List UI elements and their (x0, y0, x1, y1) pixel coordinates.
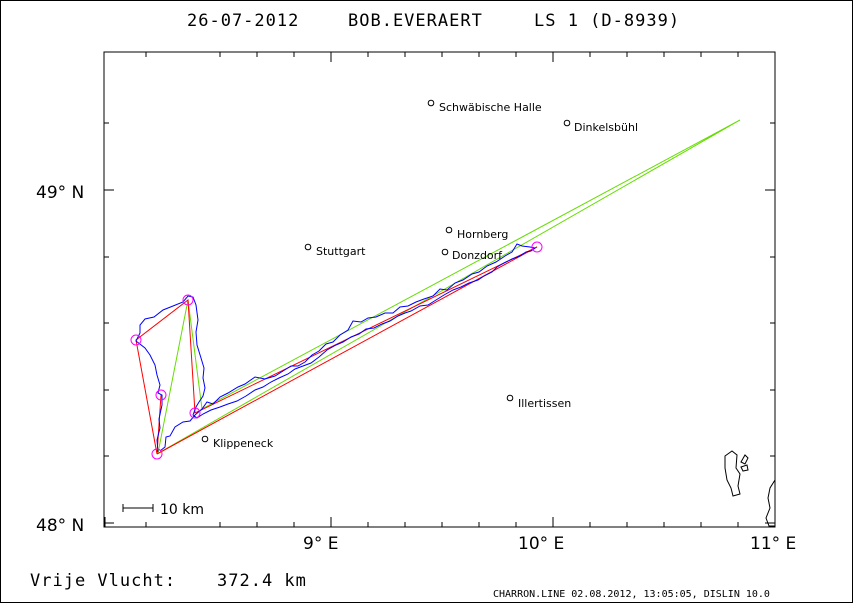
place-markers (201, 99, 571, 443)
place-marker-klippeneck (201, 435, 209, 443)
lon-label-9: 9° E (303, 534, 338, 554)
place-marker-illertissen (506, 394, 514, 402)
lon-label-10: 10° E (518, 534, 564, 554)
optimized-route (157, 119, 741, 454)
credit-line: CHARRON.LINE 02.08.2012, 13:05:05, DISLI… (493, 589, 770, 600)
turnpoint-1 (151, 448, 163, 460)
distance-value: 372.4 km (217, 571, 307, 591)
turnpoint-2 (130, 334, 142, 346)
distance-label: Vrije Vlucht: (30, 571, 176, 591)
turnpoints (130, 241, 543, 460)
scale-bar (122, 504, 154, 512)
turnpoint-5 (189, 407, 201, 419)
scale-label: 10 km (160, 502, 204, 518)
glider-id: LS 1 (D-8939) (534, 11, 680, 31)
place-label-hornberg: Hornberg (457, 228, 508, 241)
turnpoint-4 (155, 389, 167, 401)
lon-label-11: 11° E (750, 534, 796, 554)
pilot-name: BOB.EVERAERT (348, 11, 483, 31)
place-label-donzdorf: Donzdorf (452, 249, 503, 262)
place-label-schwabische-halle: Schwäbische Halle (439, 101, 542, 114)
place-marker-stuttgart (304, 243, 312, 251)
place-label-stuttgart: Stuttgart (316, 245, 366, 258)
axis-ticks (104, 52, 776, 527)
place-marker-schwabische-halle (427, 99, 435, 107)
place-marker-dinkelsbuhl (563, 119, 571, 127)
turnpoint-3 (182, 294, 194, 306)
lat-label-49: 49° N (36, 183, 84, 203)
place-marker-donzdorf (441, 248, 449, 256)
gps-track (135, 243, 537, 453)
place-label-illertissen: Illertissen (518, 397, 571, 410)
lake-outline (724, 450, 776, 527)
lat-label-48: 48° N (36, 516, 84, 536)
place-label-dinkelsbuhl: Dinkelsbühl (574, 121, 638, 134)
turnpoint-6 (531, 241, 543, 253)
plot-frame (103, 51, 776, 528)
place-label-klippeneck: Klippeneck (213, 437, 274, 450)
place-marker-hornberg (445, 226, 453, 234)
flight-date: 26-07-2012 (187, 11, 299, 31)
